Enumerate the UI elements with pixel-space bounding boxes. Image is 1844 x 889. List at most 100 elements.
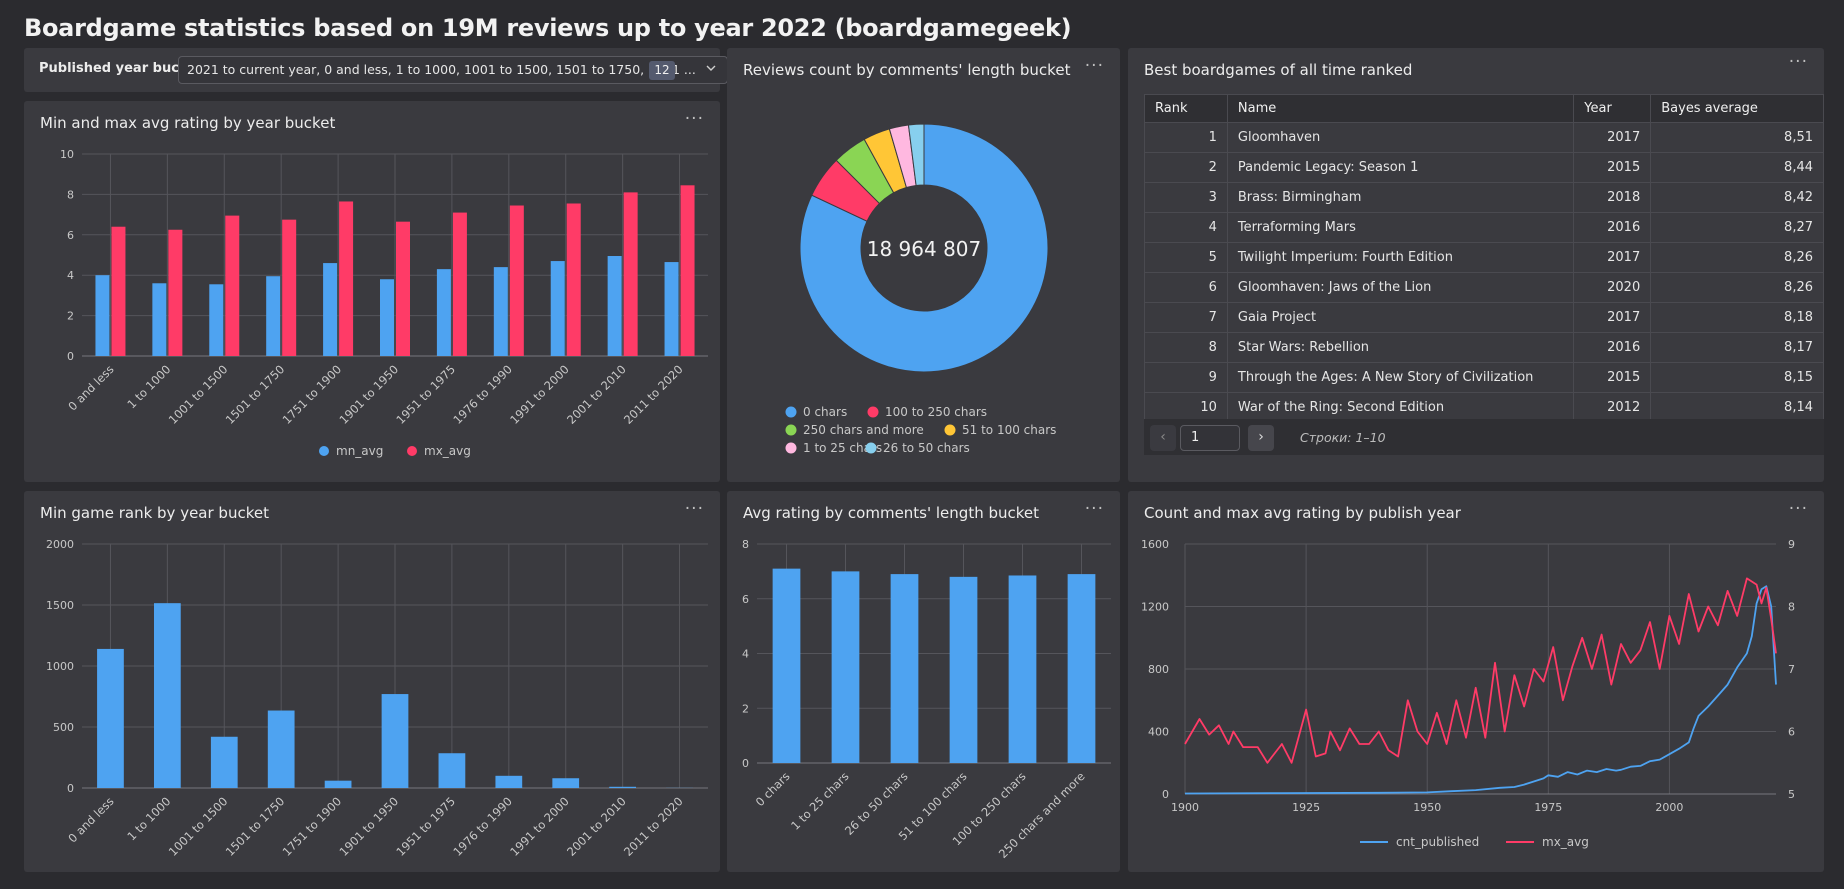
x-tick-label: 1950 xyxy=(1413,801,1441,814)
table-row[interactable]: 1 Gloomhaven 2017 8,51 xyxy=(1144,122,1824,153)
y-left-tick-label: 400 xyxy=(1148,726,1169,739)
cell-bayes: 8,14 xyxy=(1650,392,1824,423)
bar xyxy=(381,694,409,788)
minrank-title: Min game rank by year bucket xyxy=(40,504,269,522)
table-row[interactable]: 9 Through the Ages: A New Story of Civili… xyxy=(1144,362,1824,393)
table-row[interactable]: 7 Gaia Project 2017 8,18 xyxy=(1144,302,1824,333)
x-tick-label: 1991 to 2000 xyxy=(507,362,572,427)
bar-mx_avg xyxy=(111,226,126,356)
table-header-row: Rank Name Year Bayes average xyxy=(1144,94,1824,123)
panel-menu-icon[interactable]: ··· xyxy=(1084,56,1104,76)
y-right-tick-label: 5 xyxy=(1788,788,1795,801)
x-tick-label: 2001 to 2010 xyxy=(564,794,629,859)
y-right-tick-label: 6 xyxy=(1788,726,1795,739)
minrank-panel: Min game rank by year bucket ··· 0 500 100… xyxy=(24,491,720,872)
bar-mx_avg xyxy=(623,192,638,356)
year-bucket-select[interactable]: 2021 to current year, 0 and less, 1 to 1… xyxy=(178,56,728,84)
countmax-panel: Count and max avg rating by publish year… xyxy=(1128,491,1824,872)
legend-marker xyxy=(785,424,797,436)
bar xyxy=(495,775,523,788)
table-row[interactable]: 2 Pandemic Legacy: Season 1 2015 8,44 xyxy=(1144,152,1824,183)
panel-menu-icon[interactable]: ··· xyxy=(684,109,704,129)
table-row[interactable]: 3 Brass: Birmingham 2018 8,42 xyxy=(1144,182,1824,213)
legend-label: 250 chars and more xyxy=(803,423,924,437)
column-header-rank[interactable]: Rank xyxy=(1144,94,1228,123)
bar-mx_avg xyxy=(396,221,410,356)
y-left-tick-label: 0 xyxy=(1162,788,1169,801)
bar-mn_avg xyxy=(209,284,224,356)
cell-rank: 1 xyxy=(1144,122,1228,153)
cell-name: Terraforming Mars xyxy=(1226,212,1575,243)
legend-marker xyxy=(944,424,956,436)
countmax-chart: 0 400 800 1200 1600 5 6 7 8 9 1900 1925 1950 1975 2000… xyxy=(1141,538,1795,849)
minmax-panel: Min and max avg rating by year bucket ··… xyxy=(24,101,720,482)
cell-bayes: 8,27 xyxy=(1650,212,1824,243)
bar-mn_avg xyxy=(493,267,508,356)
bar xyxy=(772,568,801,763)
selector-panel: Published year bucket 2021 to current ye… xyxy=(24,48,728,92)
table-row[interactable]: 8 Star Wars: Rebellion 2016 8,17 xyxy=(1144,332,1824,363)
column-header-name[interactable]: Name xyxy=(1226,94,1575,123)
column-header-year[interactable]: Year xyxy=(1573,94,1652,123)
panel-menu-icon[interactable]: ··· xyxy=(1788,52,1808,72)
bar xyxy=(97,648,124,788)
cell-name: Gaia Project xyxy=(1226,302,1575,333)
y-tick-label: 6 xyxy=(742,593,749,606)
cell-rank: 6 xyxy=(1144,272,1228,303)
y-tick-label: 4 xyxy=(742,648,749,661)
table-row[interactable]: 5 Twilight Imperium: Fourth Edition 2017 8,… xyxy=(1144,242,1824,273)
cell-name: Gloomhaven xyxy=(1226,122,1575,153)
panel-menu-icon[interactable]: ··· xyxy=(1788,499,1808,519)
column-header-bayes[interactable]: Bayes average xyxy=(1650,94,1824,123)
bar-mn_avg xyxy=(323,263,338,356)
x-tick-label: 1951 to 1975 xyxy=(393,362,458,427)
prev-page-button[interactable]: ‹ xyxy=(1150,425,1176,451)
panel-menu-icon[interactable]: ··· xyxy=(684,499,704,519)
next-page-button[interactable]: › xyxy=(1248,425,1274,451)
donut-chart: 18 964 807 0 chars 100 to 250 chars 250 cha… xyxy=(785,123,1056,455)
x-tick-label: 0 and less xyxy=(65,362,116,413)
table-row[interactable]: 10 War of the Ring: Second Edition 2012 8,1… xyxy=(1144,392,1824,423)
x-tick-label: 1976 to 1990 xyxy=(450,362,515,427)
table-row[interactable]: 6 Gloomhaven: Jaws of the Lion 2020 8,26 xyxy=(1144,272,1824,303)
avgrating-panel: Avg rating by comments' length bucket ··… xyxy=(727,491,1120,872)
bar xyxy=(1067,574,1096,763)
cell-year: 2015 xyxy=(1573,362,1652,393)
donut-panel: Reviews count by comments' length bucket… xyxy=(727,48,1120,482)
cell-rank: 7 xyxy=(1144,302,1228,333)
y-tick-label: 8 xyxy=(742,538,749,551)
cell-year: 2015 xyxy=(1573,152,1652,183)
ranking-panel: Best boardgames of all time ranked ··· R… xyxy=(1128,48,1824,482)
legend-marker xyxy=(865,442,877,454)
x-tick-label: 1751 to 1900 xyxy=(280,362,345,427)
bar-mn_avg xyxy=(550,261,565,356)
cell-year: 2017 xyxy=(1573,122,1652,153)
selected-count-badge: 12 xyxy=(649,61,675,80)
cell-year: 2012 xyxy=(1573,392,1652,423)
cell-year: 2016 xyxy=(1573,332,1652,363)
x-tick-label: 1 to 1000 xyxy=(124,362,173,411)
y-right-tick-label: 9 xyxy=(1788,538,1795,551)
x-tick-label: 2000 xyxy=(1655,801,1683,814)
countmax-title: Count and max avg rating by publish year xyxy=(1144,504,1461,522)
cell-year: 2016 xyxy=(1573,212,1652,243)
bar-mn_avg xyxy=(664,262,679,356)
y-tick-label: 6 xyxy=(67,229,74,242)
bar-mx_avg xyxy=(509,205,524,356)
cell-bayes: 8,18 xyxy=(1650,302,1824,333)
legend-marker xyxy=(867,406,879,418)
page-number-input[interactable]: 1 xyxy=(1180,425,1240,451)
cell-rank: 5 xyxy=(1144,242,1228,273)
cell-bayes: 8,42 xyxy=(1650,182,1824,213)
y-left-tick-label: 800 xyxy=(1148,663,1169,676)
cell-name: War of the Ring: Second Edition xyxy=(1226,392,1575,423)
bar-mx_avg xyxy=(282,219,297,356)
legend-label: mx_avg xyxy=(424,444,471,458)
table-row[interactable]: 4 Terraforming Mars 2016 8,27 xyxy=(1144,212,1824,243)
legend-marker xyxy=(785,406,797,418)
panel-menu-icon[interactable]: ··· xyxy=(1084,499,1104,519)
chevron-down-icon[interactable] xyxy=(705,62,717,77)
donut-slice xyxy=(907,123,925,187)
cell-bayes: 8,51 xyxy=(1650,122,1824,153)
